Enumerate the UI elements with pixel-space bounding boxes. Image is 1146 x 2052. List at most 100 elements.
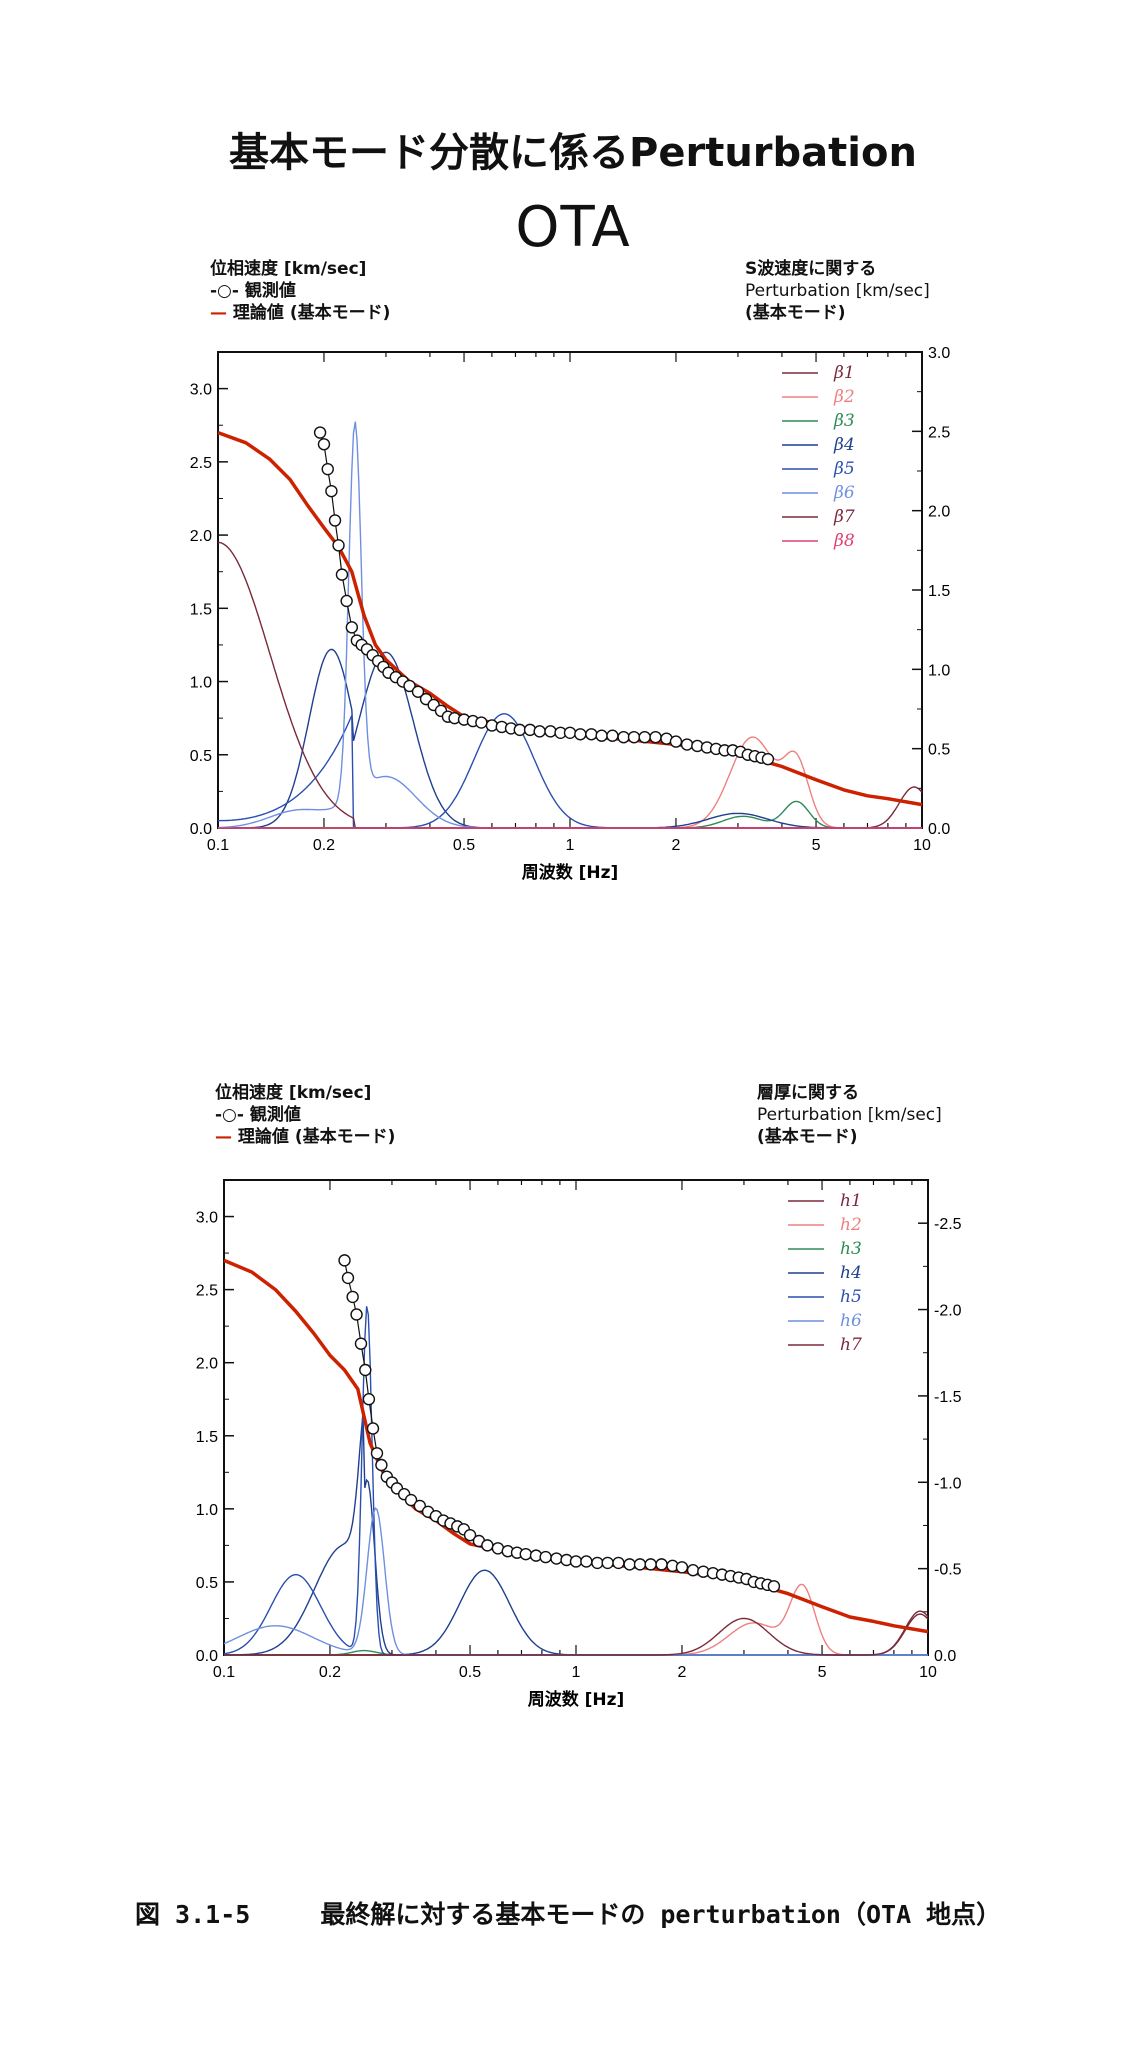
- panel1-observed-point: [332, 539, 345, 552]
- panel1-observed-point: [669, 735, 683, 748]
- panel2-observed-point: [362, 1393, 376, 1406]
- panel2-observed-point: [580, 1555, 593, 1568]
- panel2-series-h5-line: [223, 1306, 928, 1656]
- panel2-x-tick-label: 0.2: [319, 1664, 341, 1681]
- panel2-legend-label-h4: h4: [840, 1263, 862, 1283]
- panel1-legend-label-β1: β1: [833, 363, 855, 383]
- panel1-observed-point: [411, 685, 425, 698]
- panel1-observed-point: [328, 514, 342, 527]
- panel1-legend-label-β2: β2: [833, 387, 855, 407]
- panel2-left-legend: 位相速度 [km/sec] -○- 観測値 — 理論値 (基本モード): [215, 1082, 395, 1148]
- panel1-observed-line: [319, 432, 769, 760]
- panel1-legend-label-β7: β7: [833, 507, 855, 527]
- panel1-right-tick-label: 3.0: [928, 345, 950, 362]
- panel1-observed-point: [321, 462, 334, 476]
- panel2-observed-point: [612, 1556, 625, 1570]
- panel2-left-tick-label: 1.5: [196, 1429, 218, 1446]
- panel2-legend-label-h6: h6: [840, 1311, 862, 1331]
- panel1-observed-point: [335, 568, 349, 581]
- panel1-legend-label-β5: β5: [833, 459, 855, 479]
- panel2-observed-point: [359, 1363, 372, 1377]
- panel1-right-tick-label: 2.0: [928, 504, 950, 521]
- panel1-observed-point: [325, 484, 338, 498]
- panel1-observed-point: [680, 738, 694, 751]
- panel2-x-axis-label: 周波数 [Hz]: [528, 1689, 625, 1710]
- panel2-left-tick-label: 3.0: [196, 1210, 218, 1227]
- panel1-observed-point: [761, 752, 775, 766]
- panel1-observed-point: [638, 730, 651, 744]
- panel1-x-tick-label: 10: [913, 837, 931, 854]
- panel2-series-h7-line: [224, 1610, 929, 1656]
- panel2-legend-label-h2: h2: [840, 1215, 862, 1235]
- panel2-left-tick-label: 0.5: [196, 1575, 218, 1592]
- panel2-observed-point: [519, 1547, 532, 1561]
- panel2-x-tick-label: 2: [678, 1664, 687, 1681]
- panel2-observed-point: [686, 1564, 700, 1577]
- panel1-right-title-3: (基本モード): [745, 303, 846, 323]
- panel1-observed-point: [574, 728, 587, 741]
- panel1-observed-point: [513, 723, 526, 737]
- panel2-observed-point: [601, 1556, 614, 1570]
- panel1-legend-label-β3: β3: [833, 411, 855, 431]
- panel1-legend-theoretical: 理論値 (基本モード): [232, 303, 391, 323]
- panel2-observed-point: [550, 1552, 563, 1565]
- panel2-observed-point: [569, 1555, 583, 1568]
- panel2-right-tick-label: 0.0: [934, 1648, 956, 1665]
- panel1-left-tick-label: 0.0: [190, 821, 212, 838]
- panel2-right-tick-label: -1.5: [934, 1389, 962, 1406]
- panel2-right-tick-label: -1.0: [934, 1475, 962, 1492]
- panel2-legend-observed: 観測値: [249, 1105, 301, 1125]
- panel2-legend-label-h3: h3: [840, 1239, 862, 1259]
- panel1-x-tick-label: 5: [812, 837, 821, 854]
- panel2-observed-point: [346, 1290, 359, 1304]
- panel2-x-tick-label: 1: [572, 1664, 581, 1681]
- panel1-legend-observed: 観測値: [244, 281, 296, 301]
- panel1-x-tick-label: 2: [672, 837, 681, 854]
- panel1-right-title-2: Perturbation [km/sec]: [745, 281, 930, 301]
- page-title: 基本モード分散に係るPerturbation: [229, 130, 917, 176]
- panel1-right-tick-label: 0.5: [928, 742, 950, 759]
- panel2-observed-point: [675, 1561, 689, 1574]
- panel1-right-title-1: S波速度に関する: [745, 259, 877, 279]
- panel2-x-tick-label: 0.5: [459, 1664, 481, 1681]
- panel1-observed-point: [345, 621, 359, 634]
- panel2-observed-line: [343, 1260, 775, 1587]
- caption-figure-number: 図 3.1-5: [135, 1900, 251, 1929]
- panel2-left-tick-label: 2.0: [196, 1356, 218, 1373]
- panel2-observed-point: [354, 1337, 368, 1350]
- panel2-series-h4-line: [224, 1413, 928, 1656]
- panel1-right-tick-label: 0.0: [928, 821, 950, 838]
- panel2-right-tick-label: -2.0: [934, 1303, 962, 1320]
- panel1-left-axis-title: 位相速度 [km/sec]: [210, 259, 367, 279]
- panel2-observed-point: [413, 1499, 427, 1513]
- observed-marker-icon: -○-: [215, 1105, 244, 1125]
- panel1-observed-point: [475, 716, 488, 729]
- panel2-legend-theoretical: 理論値 (基本モード): [237, 1127, 396, 1147]
- panel1-observed-point: [617, 730, 630, 744]
- caption-text: 最終解に対する基本モードの perturbation（OTA 地点）: [320, 1900, 1002, 1929]
- panel2-left-tick-label: 2.5: [196, 1283, 218, 1300]
- panel1-legend-label-β4: β4: [833, 435, 855, 455]
- panel2-legend-label-h1: h1: [840, 1191, 862, 1211]
- panel2-right-tick-label: -2.5: [934, 1216, 962, 1233]
- panel1-theoretical-line: [217, 430, 923, 807]
- panel1-observed-point: [533, 725, 546, 738]
- panel1-observed-point: [403, 679, 416, 693]
- panel2-legend-label-h7: h7: [840, 1335, 862, 1355]
- theoretical-line-icon: —: [215, 1127, 232, 1147]
- panel1-observed-point: [317, 438, 331, 451]
- panel1-observed-point: [340, 594, 353, 608]
- panel2-observed-point: [623, 1558, 636, 1571]
- panel1-observed-point: [595, 729, 608, 742]
- panel1-series-β2-line: [218, 736, 922, 829]
- panel2-right-title-2: Perturbation [km/sec]: [757, 1105, 942, 1125]
- panel1-observed-point: [606, 729, 619, 742]
- panel2-observed-point: [341, 1271, 355, 1285]
- panel2-observed-point: [404, 1493, 418, 1507]
- panel2-x-tick-label: 0.1: [213, 1664, 235, 1681]
- panel2-left-tick-label: 1.0: [196, 1502, 218, 1519]
- panel1-observed-point: [649, 730, 662, 744]
- panel1-left-tick-label: 2.5: [190, 455, 212, 472]
- panel1-observed-point: [563, 726, 577, 739]
